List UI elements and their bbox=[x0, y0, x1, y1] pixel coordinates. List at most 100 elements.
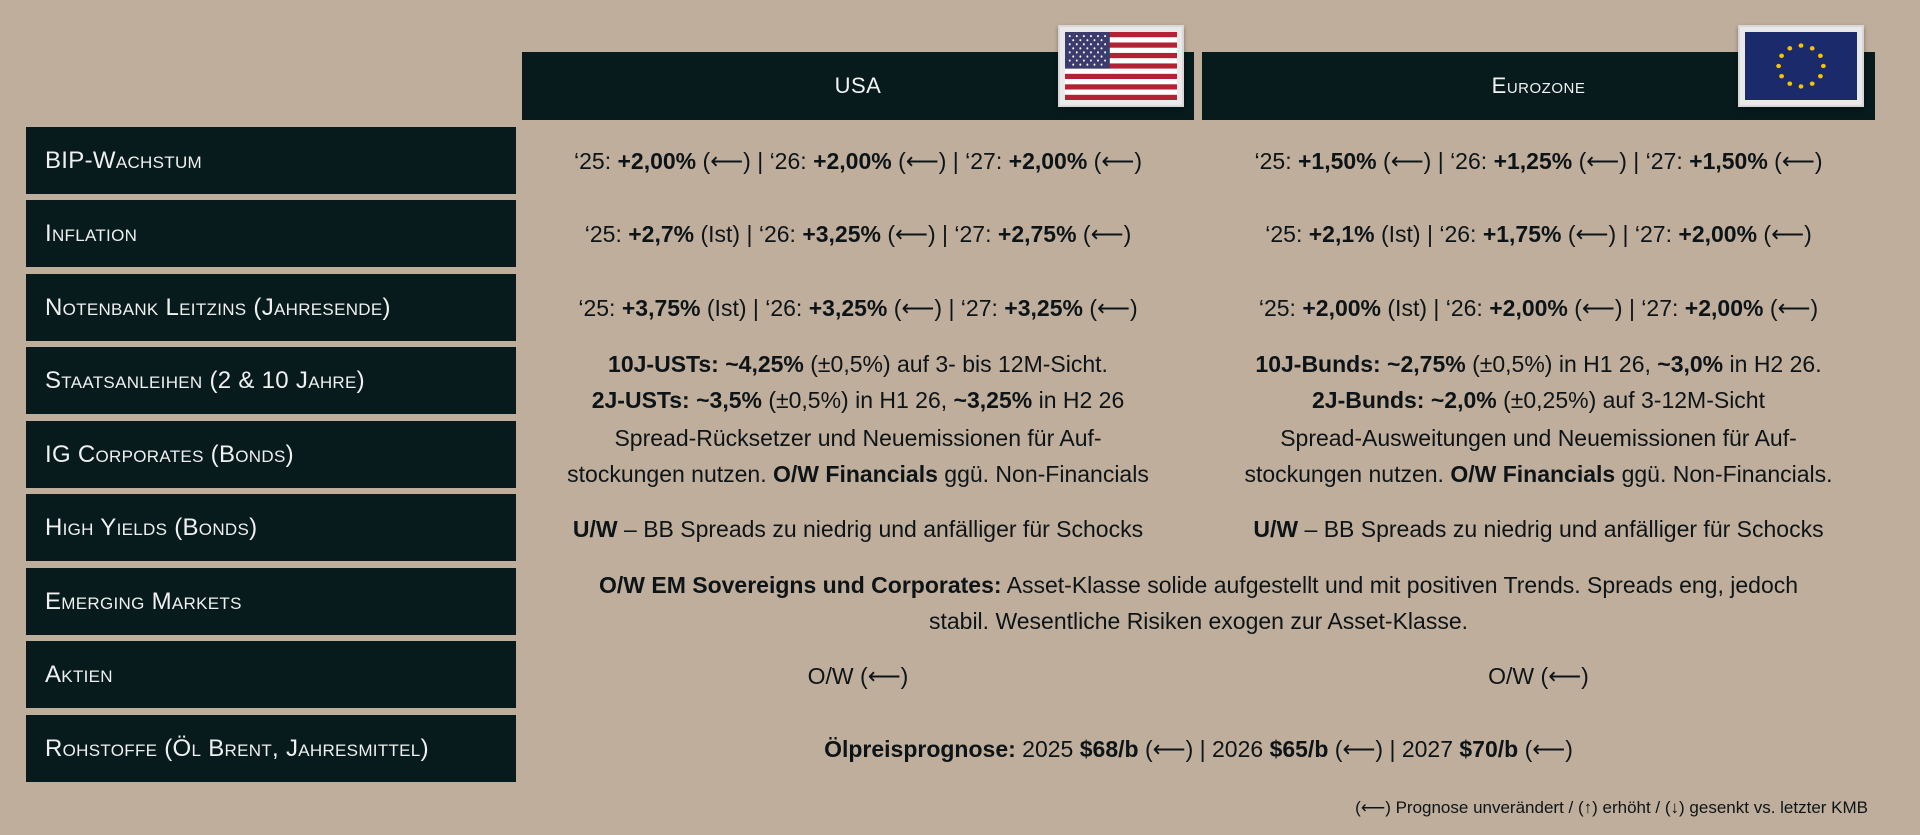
hy-eurozone: U/W – BB Spreads zu niedrig und anfällig… bbox=[1202, 511, 1875, 547]
text: (⟵) | ‘27: bbox=[880, 221, 998, 247]
text: (Ist) | ‘26: bbox=[694, 221, 803, 247]
line: 10J-USTs: ~4,25% (±0,5%) auf 3- bis 12M-… bbox=[522, 346, 1194, 382]
row-label-aktien-text: Aktien bbox=[45, 660, 113, 688]
value: 10J-Bunds: ~2,75% bbox=[1255, 351, 1466, 377]
value: +2,00% bbox=[1678, 221, 1758, 247]
aktien-eurozone: O/W (⟵) bbox=[1488, 663, 1589, 689]
text: Asset-Klasse solide aufgestellt und mit … bbox=[1001, 572, 1799, 598]
value: O/W Financials bbox=[1450, 461, 1616, 487]
value: U/W bbox=[1253, 516, 1299, 542]
value: +2,00% bbox=[1684, 295, 1764, 321]
text: (⟵) bbox=[1087, 148, 1142, 174]
line: Spread-Ausweitungen und Neuemissionen fü… bbox=[1280, 425, 1797, 451]
aktien-usa: O/W (⟵) bbox=[807, 663, 909, 689]
text: ggü. Non-Financials bbox=[937, 461, 1149, 487]
value: $68/b bbox=[1079, 736, 1139, 762]
value: +2,1% bbox=[1308, 221, 1375, 247]
row-label-staatsanleihen: Staatsanleihen (2 & 10 Jahre) bbox=[26, 347, 516, 414]
line: Spread-Rücksetzer und Neuemissionen für … bbox=[614, 425, 1102, 451]
text: ‘25: bbox=[1265, 221, 1309, 247]
text: (Ist) | ‘26: bbox=[700, 295, 809, 321]
ig-eurozone: Spread-Ausweitungen und Neuemissionen fü… bbox=[1202, 420, 1875, 492]
value: 2J-USTs: ~3,5% bbox=[591, 387, 762, 413]
row-label-inflation: Inflation bbox=[26, 200, 516, 267]
value: +2,00% bbox=[1302, 295, 1381, 321]
em-text: O/W EM Sovereigns und Corporates: Asset-… bbox=[522, 567, 1875, 639]
text: (⟵) | 2026 bbox=[1138, 736, 1270, 762]
text: ‘25: bbox=[574, 148, 618, 174]
row-label-hy: High Yields (Bonds) bbox=[26, 494, 516, 561]
value: +3,25% bbox=[1004, 295, 1083, 321]
text: (⟵) bbox=[1767, 148, 1823, 174]
text: (⟵) | ‘27: bbox=[887, 295, 1005, 321]
text: (⟵) bbox=[1076, 221, 1132, 247]
staatsanleihen-eurozone: 10J-Bunds: ~2,75% (±0,5%) in H1 26, ~3,0… bbox=[1202, 346, 1875, 418]
value: $65/b bbox=[1269, 736, 1329, 762]
us-flag-icon bbox=[1058, 25, 1184, 107]
inflation-eurozone: ‘25: +2,1% (Ist) | ‘26: +1,75% (⟵) | ‘27… bbox=[1202, 216, 1875, 252]
text: (⟵) bbox=[1082, 295, 1138, 321]
text: ggü. Non-Financials. bbox=[1615, 461, 1833, 487]
value: +3,25% bbox=[802, 221, 881, 247]
text: (Ist) | ‘26: bbox=[1381, 295, 1490, 321]
text: (⟵) | ‘27: bbox=[1561, 221, 1679, 247]
value: 2J-Bunds: ~2,0% bbox=[1312, 387, 1497, 413]
line: 10J-Bunds: ~2,75% (±0,5%) in H1 26, ~3,0… bbox=[1202, 346, 1875, 382]
row-label-ig: IG Corporates (Bonds) bbox=[26, 421, 516, 488]
text: (⟵) | ‘27: bbox=[1567, 295, 1685, 321]
row-label-leitzins-text: Notenbank Leitzins (Jahresende) bbox=[45, 293, 391, 321]
text: ‘25: bbox=[584, 221, 629, 247]
value: +1,75% bbox=[1482, 221, 1562, 247]
inflation-usa: ‘25: +2,7% (Ist) | ‘26: +3,25% (⟵) | ‘27… bbox=[522, 216, 1194, 252]
text: ‘25: bbox=[1258, 295, 1303, 321]
line: 2J-Bunds: ~2,0% (±0,25%) auf 3-12M-Sicht bbox=[1202, 382, 1875, 418]
value: O/W Financials bbox=[773, 461, 938, 487]
value: U/W bbox=[572, 516, 618, 542]
value: +2,00% bbox=[617, 148, 697, 174]
hy-usa: U/W – BB Spreads zu niedrig und anfällig… bbox=[522, 511, 1194, 547]
text: (±0,5%) in H1 26, bbox=[1465, 351, 1658, 377]
line: stabil. Wesentliche Risiken exogen zur A… bbox=[928, 608, 1469, 634]
text: (±0,25%) auf 3-12M-Sicht bbox=[1496, 387, 1765, 413]
value: +2,75% bbox=[997, 221, 1077, 247]
text: (⟵) bbox=[1763, 295, 1819, 321]
row-label-bip: BIP-Wachstum bbox=[26, 127, 516, 194]
text: ‘25: bbox=[578, 295, 622, 321]
text: ‘25: bbox=[1254, 148, 1298, 174]
column-header-eurozone-label: Eurozone bbox=[1491, 73, 1586, 98]
text: – BB Spreads zu niedrig und anfälliger f… bbox=[617, 516, 1144, 542]
line: stockungen nutzen. O/W Financials ggü. N… bbox=[522, 456, 1194, 492]
text: (⟵) | ‘27: bbox=[1572, 148, 1690, 174]
line: 2J-USTs: ~3,5% (±0,5%) in H1 26, ~3,25% … bbox=[522, 382, 1194, 418]
row-label-em: Emerging Markets bbox=[26, 568, 516, 635]
row-label-hy-text: High Yields (Bonds) bbox=[45, 513, 258, 541]
text: 2025 bbox=[1015, 736, 1080, 762]
value: +1,50% bbox=[1297, 148, 1377, 174]
bip-eurozone: ‘25: +1,50% (⟵) | ‘26: +1,25% (⟵) | ‘27:… bbox=[1202, 143, 1875, 179]
text: (Ist) | ‘26: bbox=[1374, 221, 1483, 247]
value: +3,75% bbox=[621, 295, 701, 321]
text: (⟵) | ‘26: bbox=[1376, 148, 1494, 174]
text: (⟵) | ‘27: bbox=[891, 148, 1009, 174]
value: +2,00% bbox=[1489, 295, 1568, 321]
row-label-inflation-text: Inflation bbox=[45, 219, 138, 247]
row-label-rohstoffe: Rohstoffe (Öl Brent, Jahresmittel) bbox=[26, 715, 516, 782]
value: +3,25% bbox=[808, 295, 888, 321]
row-label-rohstoffe-text: Rohstoffe (Öl Brent, Jahresmittel) bbox=[45, 734, 429, 762]
value: O/W EM Sovereigns und Corporates: bbox=[598, 572, 1002, 598]
ig-usa: Spread-Rücksetzer und Neuemissionen für … bbox=[522, 420, 1194, 492]
leitzins-eurozone: ‘25: +2,00% (Ist) | ‘26: +2,00% (⟵) | ‘2… bbox=[1202, 290, 1875, 326]
row-label-staatsanleihen-text: Staatsanleihen (2 & 10 Jahre) bbox=[45, 366, 365, 394]
line: O/W EM Sovereigns und Corporates: Asset-… bbox=[522, 567, 1875, 603]
value: +2,00% bbox=[813, 148, 892, 174]
text: in H2 26. bbox=[1723, 351, 1822, 377]
column-header-usa-label: USA bbox=[834, 73, 882, 98]
text: (±0,5%) auf 3- bis 12M-Sicht. bbox=[803, 351, 1108, 377]
text: stockungen nutzen. bbox=[567, 461, 774, 487]
value: Ölpreisprognose: bbox=[824, 736, 1016, 762]
value: +1,50% bbox=[1689, 148, 1768, 174]
row-label-bip-text: BIP-Wachstum bbox=[45, 146, 202, 174]
value: +2,7% bbox=[628, 221, 695, 247]
row-label-aktien: Aktien bbox=[26, 641, 516, 708]
row-label-em-text: Emerging Markets bbox=[45, 587, 242, 615]
